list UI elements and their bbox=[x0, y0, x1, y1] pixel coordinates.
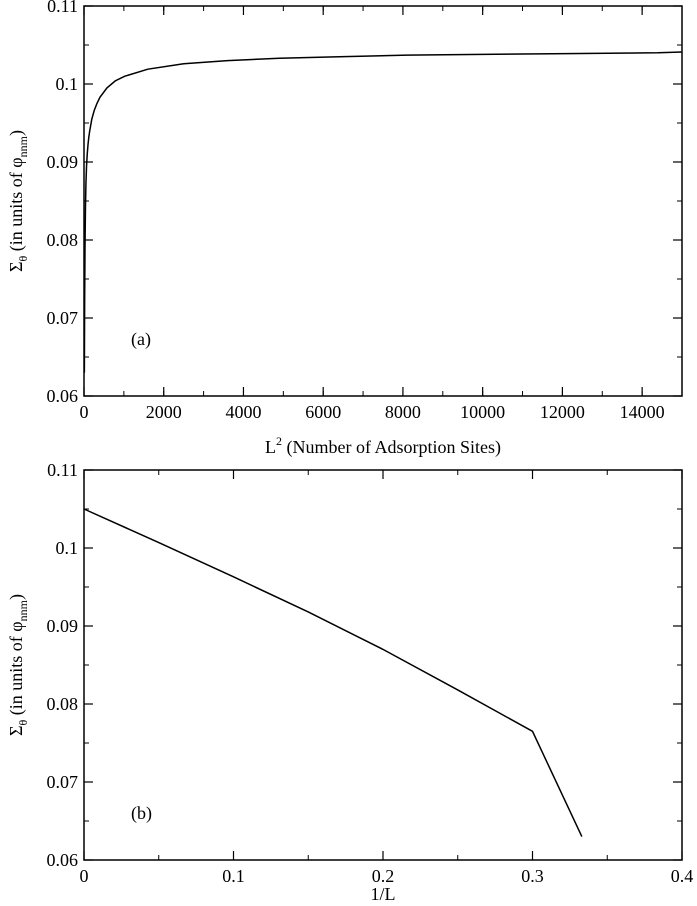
panel-b-ticks: 0 0.1 0.2 0.3 0.4 0.06 0.07 0.08 0.09 0.1 0.11 bbox=[47, 460, 694, 886]
y-tick-label: 0.1 bbox=[56, 538, 79, 558]
panel-a-ticks: 0 2000 4000 6000 8000 10000 12000 14000 0.06 0.07… bbox=[47, 0, 683, 422]
y-tick-label: 0.07 bbox=[47, 772, 79, 792]
y-tick-label: 0.09 bbox=[47, 616, 79, 636]
panel-b-tag: (b) bbox=[131, 803, 152, 824]
panel-a: 0 2000 4000 6000 8000 10000 12000 14000 0.06 0.07… bbox=[6, 0, 683, 458]
x-tick-label: 4000 bbox=[225, 402, 261, 422]
x-tick-label: 8000 bbox=[385, 402, 421, 422]
y-tick-label: 0.1 bbox=[56, 74, 79, 94]
x-tick-label: 0 bbox=[80, 866, 89, 886]
y-tick-label: 0.08 bbox=[47, 230, 79, 250]
panel-b-frame bbox=[83, 469, 683, 861]
panel-b-y-axis-label: Σθ (in units of φnnm) bbox=[6, 594, 30, 736]
panel-b: 0 0.1 0.2 0.3 0.4 0.06 0.07 0.08 0.09 0.1 0.11 (b)… bbox=[6, 460, 693, 904]
x-tick-label: 10000 bbox=[460, 402, 505, 422]
panel-a-y-axis-label: Σθ (in units of φnnm) bbox=[6, 130, 30, 272]
y-tick-label: 0.07 bbox=[47, 308, 79, 328]
x-tick-label: 0.4 bbox=[671, 866, 694, 886]
x-tick-label: 6000 bbox=[305, 402, 341, 422]
panel-b-series-line bbox=[83, 508, 583, 837]
panel-a-tag: (a) bbox=[131, 329, 151, 350]
panel-a-series-line bbox=[83, 51, 683, 373]
y-tick-label: 0.11 bbox=[47, 0, 78, 16]
y-tick-label: 0.09 bbox=[47, 152, 79, 172]
panel-b-x-axis-label: 1/L bbox=[371, 884, 396, 904]
x-tick-label: 0.3 bbox=[521, 866, 544, 886]
x-tick-label: 12000 bbox=[540, 402, 585, 422]
panel-a-x-axis-label: L2 (Number of Adsorption Sites) bbox=[265, 434, 501, 458]
y-tick-label: 0.06 bbox=[47, 386, 79, 406]
x-tick-label: 14000 bbox=[620, 402, 665, 422]
x-tick-label: 0.1 bbox=[222, 866, 245, 886]
y-tick-label: 0.11 bbox=[47, 460, 78, 480]
x-tick-label: 0.2 bbox=[372, 866, 395, 886]
x-tick-label: 0 bbox=[80, 402, 89, 422]
y-tick-label: 0.08 bbox=[47, 694, 79, 714]
y-tick-label: 0.06 bbox=[47, 850, 79, 870]
x-tick-label: 2000 bbox=[146, 402, 182, 422]
